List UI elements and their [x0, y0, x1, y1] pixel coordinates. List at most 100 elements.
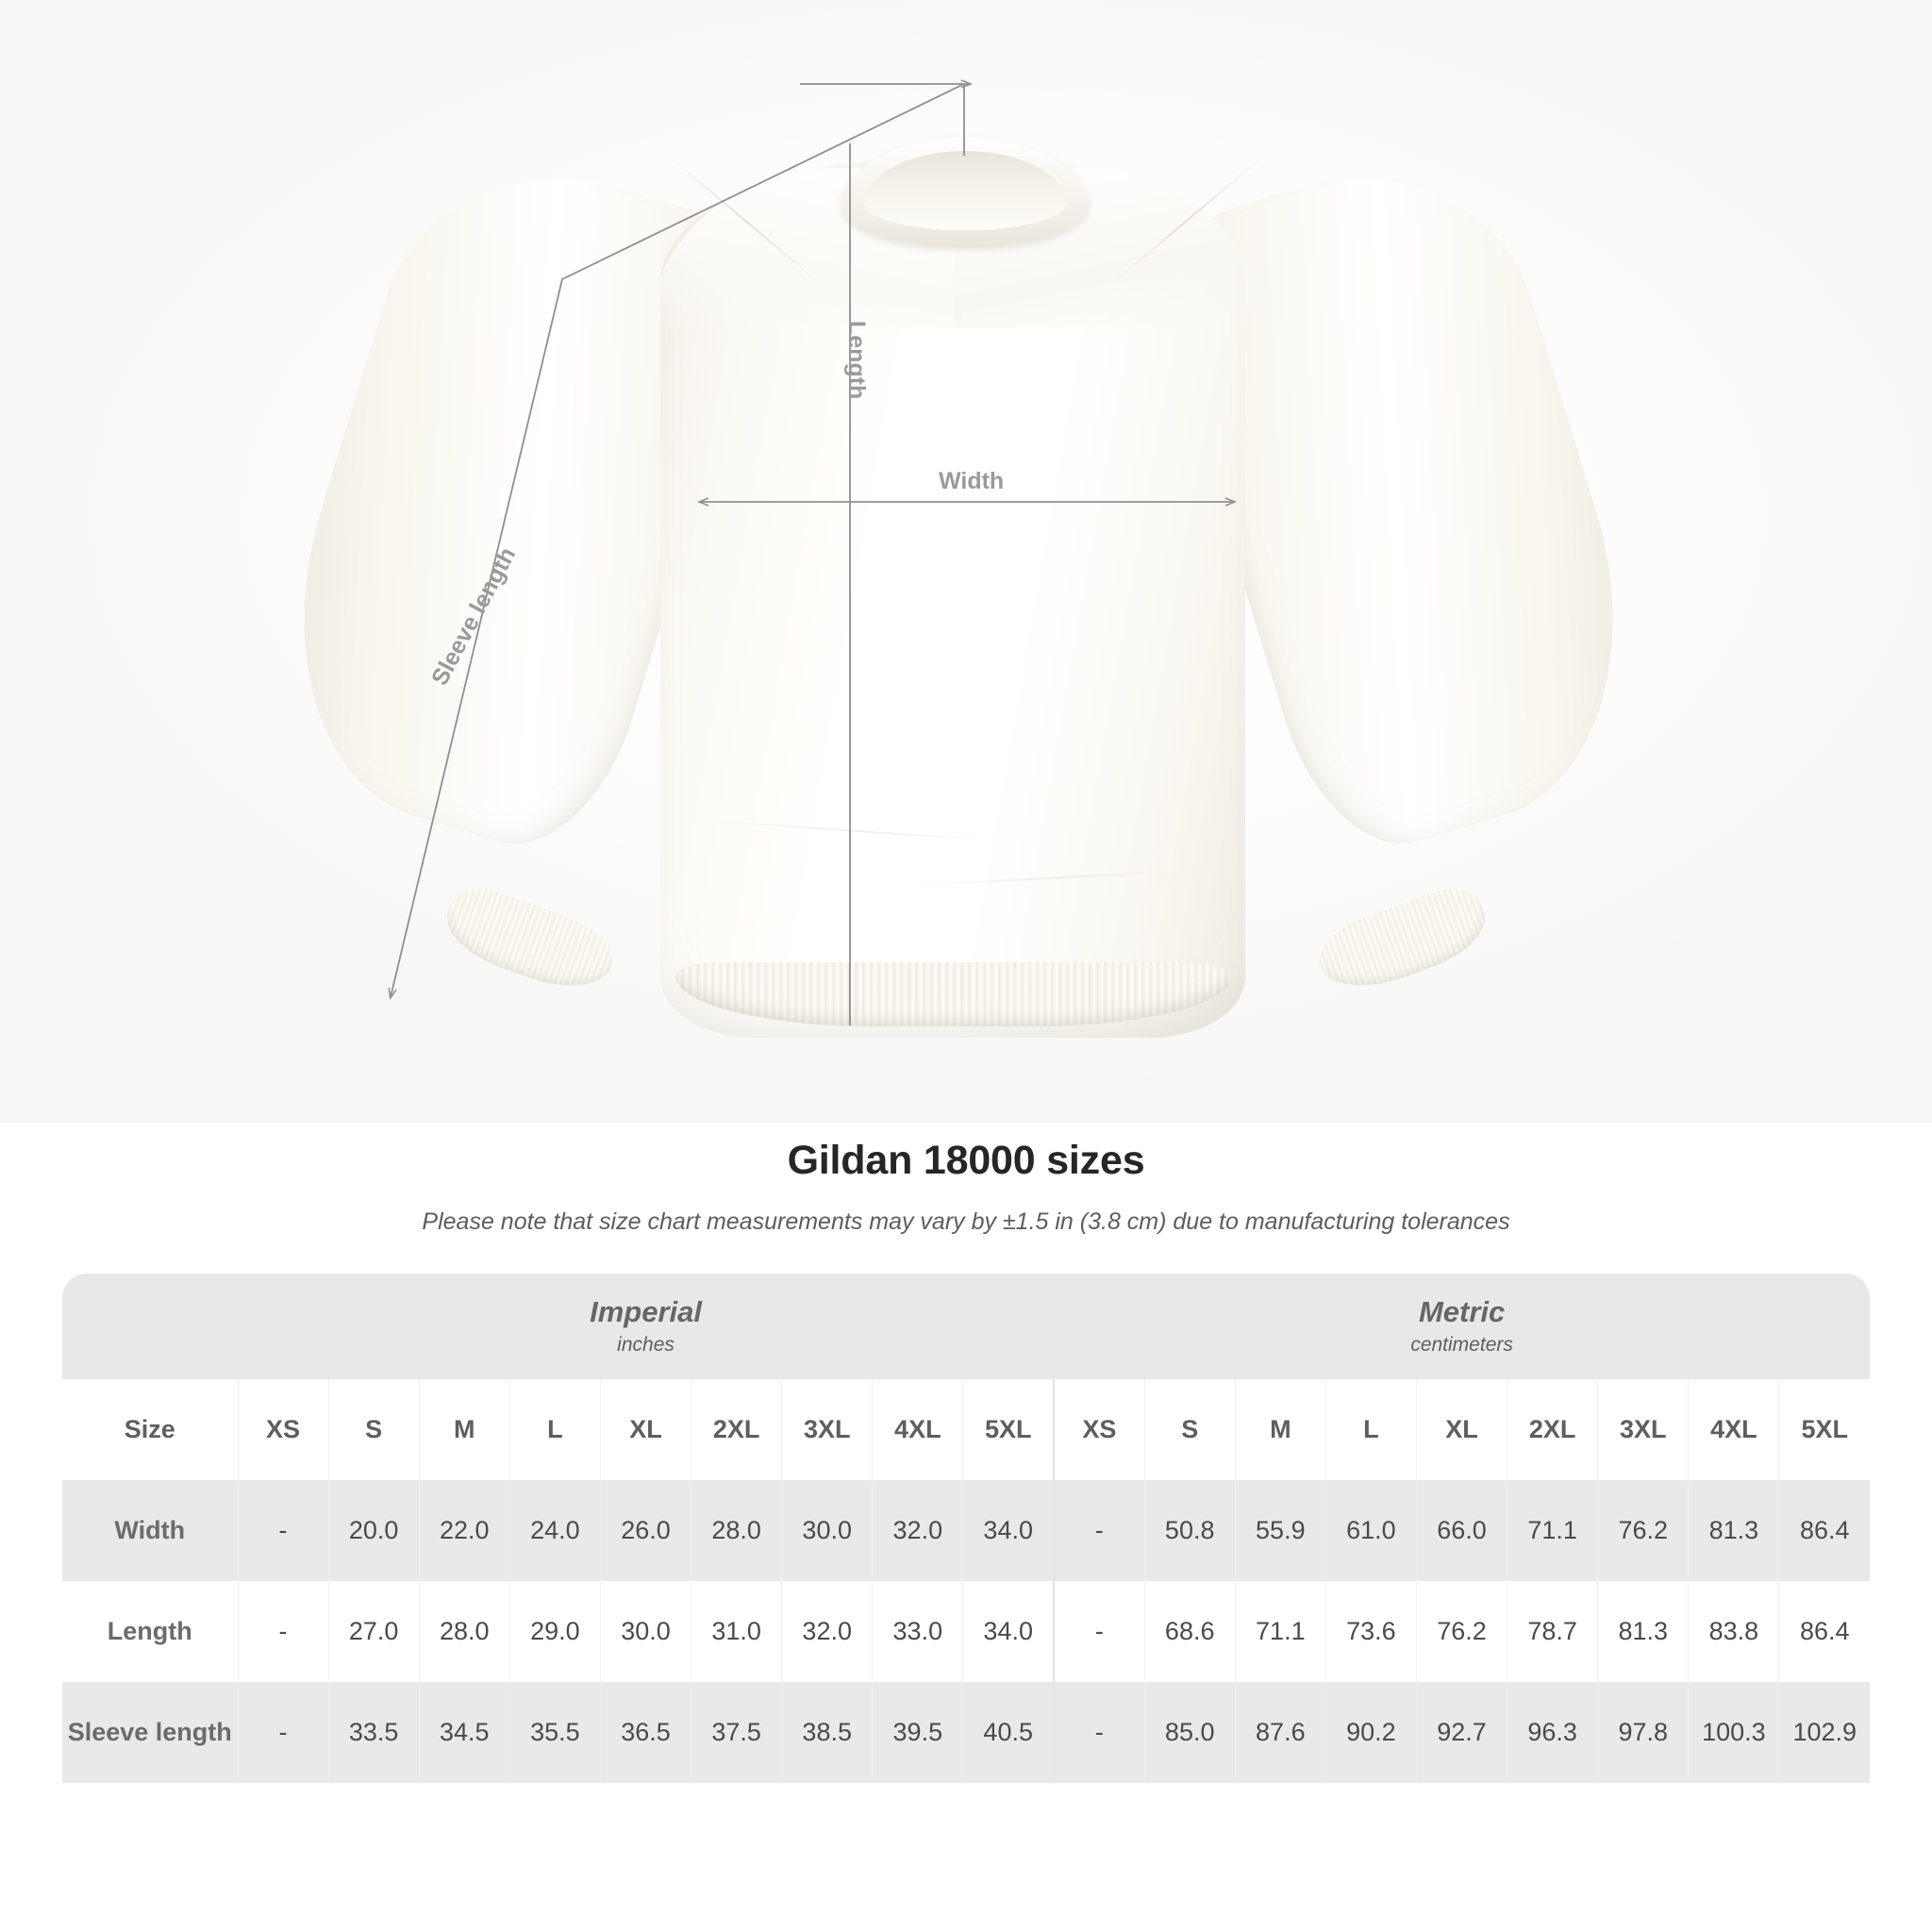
product-photo: Length Width Sleeve length [0, 0, 1932, 1123]
measurement-overlay [0, 0, 1932, 1025]
table-head: Imperial inches Metric centimeters [62, 1274, 1871, 1379]
measurement-cell: 28.0 [418, 1581, 510, 1682]
length-annotation-label: Length [843, 321, 870, 400]
measurement-cell: 24.0 [508, 1480, 601, 1581]
measurement-cell: 40.5 [962, 1682, 1055, 1783]
sleeve-guide-line [391, 83, 965, 997]
measurement-cell: 76.2 [1597, 1480, 1689, 1581]
size-column-header: M [1234, 1379, 1326, 1480]
measurement-cell: 86.4 [1778, 1581, 1871, 1682]
size-column-header: 3XL [781, 1379, 873, 1480]
table-row: Length -27.0 28.0 29.0 30.0 31.0 32.0 33.0 34.0-… [62, 1581, 1871, 1682]
measurement-row-label: Width [62, 1480, 238, 1581]
size-column-header: 3XL [1597, 1379, 1689, 1480]
measurement-cell: 33.5 [327, 1682, 420, 1783]
measurement-cell: - [237, 1682, 329, 1783]
measurement-cell: 32.0 [781, 1581, 873, 1682]
measurement-cell: 26.0 [599, 1480, 691, 1581]
measurement-cell: 68.6 [1143, 1581, 1236, 1682]
measurement-cell: 35.5 [508, 1682, 601, 1783]
measurement-cell: 61.0 [1324, 1480, 1417, 1581]
size-header-label: Size [62, 1379, 238, 1480]
measurement-cell: 55.9 [1234, 1480, 1326, 1581]
measurement-cell: 71.1 [1234, 1581, 1326, 1682]
size-chart-table-wrapper: Imperial inches Metric centimeters Size X… [62, 1274, 1871, 1783]
measurement-cell: 66.0 [1415, 1480, 1507, 1581]
measurement-cell: 81.3 [1688, 1480, 1779, 1581]
sweatshirt-hem [675, 962, 1232, 1026]
measurement-cell: 29.0 [508, 1581, 601, 1682]
unit-group-imperial-subtitle: inches [617, 1334, 675, 1357]
measurement-cell: 87.6 [1234, 1682, 1326, 1783]
size-column-header: 5XL [962, 1379, 1055, 1480]
measurement-cell: 20.0 [327, 1480, 420, 1581]
width-annotation-label: Width [939, 468, 1005, 494]
unit-group-metric-subtitle: centimeters [1410, 1334, 1513, 1357]
size-column-header: XL [599, 1379, 691, 1480]
measurement-cell: 83.8 [1688, 1581, 1779, 1682]
measurement-cell: 34.5 [418, 1682, 510, 1783]
measurement-cell: 32.0 [872, 1480, 963, 1581]
size-column-header: S [1143, 1379, 1236, 1480]
page-title: Gildan 18000 sizes [787, 1138, 1145, 1183]
measurement-cell: 30.0 [781, 1480, 873, 1581]
unit-group-imperial-title: Imperial [590, 1294, 702, 1328]
measurement-cell: - [237, 1480, 329, 1581]
measurement-cell: 81.3 [1597, 1581, 1689, 1682]
measurement-cell: 85.0 [1143, 1682, 1236, 1783]
measurement-cell: 92.7 [1415, 1682, 1507, 1783]
measurement-cell: 96.3 [1507, 1682, 1598, 1783]
table-row: Sleeve length -33.5 34.5 35.5 36.5 37.5 38.5 39… [62, 1682, 1871, 1783]
size-column-header: 2XL [1507, 1379, 1598, 1480]
table-row-size-header: Size XS S M L XL 2XL 3XL 4XL 5XL XS S M L XL 2XL 3XL 4XL 5… [62, 1379, 1871, 1480]
measurement-cell: 102.9 [1778, 1682, 1871, 1783]
measurement-row-label: Length [62, 1581, 238, 1682]
measurement-cell: 28.0 [691, 1480, 782, 1581]
size-column-header: 4XL [872, 1379, 963, 1480]
measurement-cell: - [1053, 1581, 1145, 1682]
measurement-cell: 37.5 [691, 1682, 782, 1783]
table-body: Size XS S M L XL 2XL 3XL 4XL 5XL XS S M L XL 2XL 3XL 4XL 5… [62, 1379, 1871, 1783]
measurement-row-label: Sleeve length [62, 1682, 238, 1783]
size-column-header: 4XL [1688, 1379, 1779, 1480]
measurement-cell: 50.8 [1143, 1480, 1236, 1581]
measurement-cell: 34.0 [962, 1581, 1055, 1682]
measurement-cell: 34.0 [962, 1480, 1055, 1581]
measurement-cell: 90.2 [1324, 1682, 1417, 1783]
measurement-cell: 73.6 [1324, 1581, 1417, 1682]
measurement-cell: 31.0 [691, 1581, 782, 1682]
measurement-cell: - [1053, 1480, 1145, 1581]
unit-group-row: Imperial inches Metric centimeters [62, 1274, 1871, 1379]
tolerance-note: Please note that size chart measurements… [422, 1208, 1510, 1235]
measurement-cell: 71.1 [1507, 1480, 1598, 1581]
size-column-header: XS [1053, 1379, 1145, 1480]
table-row: Width -20.0 22.0 24.0 26.0 28.0 30.0 32.0 34.0-5… [62, 1480, 1871, 1581]
measurement-cell: 38.5 [781, 1682, 873, 1783]
measurement-cell: - [237, 1581, 329, 1682]
measurement-cell: 86.4 [1778, 1480, 1871, 1581]
unit-group-metric: Metric centimeters [1054, 1274, 1871, 1379]
size-column-header: 5XL [1778, 1379, 1871, 1480]
measurement-cell: 97.8 [1597, 1682, 1689, 1783]
measurement-cell: 100.3 [1688, 1682, 1779, 1783]
unit-group-imperial: Imperial inches [238, 1274, 1055, 1379]
size-column-header: S [327, 1379, 420, 1480]
measurement-cell: 33.0 [872, 1581, 963, 1682]
size-column-header: XS [237, 1379, 329, 1480]
measurement-cell: 22.0 [418, 1480, 510, 1581]
size-column-header: L [508, 1379, 601, 1480]
measurement-cell: 39.5 [872, 1682, 963, 1783]
size-chart-table: Imperial inches Metric centimeters Size X… [62, 1274, 1871, 1783]
measurement-cell: - [1053, 1682, 1145, 1783]
measurement-cell: 36.5 [599, 1682, 691, 1783]
size-column-header: L [1324, 1379, 1417, 1480]
size-column-header: M [418, 1379, 510, 1480]
unit-group-spacer [62, 1274, 238, 1379]
collar-opening [864, 151, 1066, 230]
measurement-cell: 76.2 [1415, 1581, 1507, 1682]
measurement-cell: 30.0 [599, 1581, 691, 1682]
size-column-header: 2XL [691, 1379, 782, 1480]
measurement-cell: 27.0 [327, 1581, 420, 1682]
unit-group-metric-title: Metric [1418, 1294, 1506, 1328]
